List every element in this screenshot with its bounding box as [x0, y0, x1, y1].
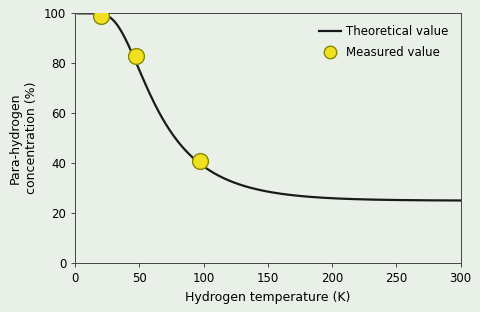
X-axis label: Hydrogen temperature (K): Hydrogen temperature (K) [185, 291, 350, 304]
Legend: Theoretical value, Measured value: Theoretical value, Measured value [313, 19, 455, 65]
Y-axis label: Para-hydrogen
concentration (%): Para-hydrogen concentration (%) [8, 82, 38, 194]
Point [97, 13, 105, 18]
Point [132, 53, 139, 58]
Point [196, 158, 204, 163]
